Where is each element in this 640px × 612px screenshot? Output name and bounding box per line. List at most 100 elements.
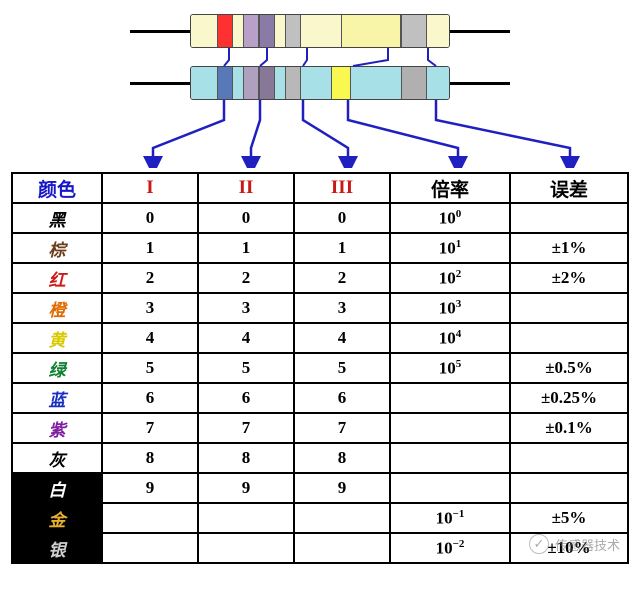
resistor-band [301,67,331,99]
resistor-band [243,15,259,47]
tolerance-cell [510,203,628,233]
resistor-band [341,15,401,47]
multiplier-cell: 10−1 [390,503,510,533]
digit-cell: 6 [102,383,198,413]
digit-cell [198,533,294,563]
color-code-table: 颜色 I II III 倍率 误差 黑000100棕111101±1%红2221… [11,172,629,564]
multiplier-cell: 104 [390,323,510,353]
color-name-cell: 红 [12,263,102,293]
digit-cell: 5 [102,353,198,383]
digit-cell: 2 [198,263,294,293]
resistor-top [130,14,510,48]
digit-cell: 0 [294,203,390,233]
tolerance-cell [510,293,628,323]
table-row: 棕111101±1% [12,233,628,263]
table-row: 银 10−2±10% [12,533,628,563]
tolerance-cell: ±0.1% [510,413,628,443]
resistor-band [401,15,427,47]
resistor-band [427,67,449,99]
digit-cell: 0 [198,203,294,233]
table-row: 白999 [12,473,628,503]
table-row: 橙333103 [12,293,628,323]
digit-cell [198,503,294,533]
digit-cell: 3 [198,293,294,323]
digit-cell: 3 [102,293,198,323]
col-header-digit1: I [102,173,198,203]
wire-right [450,30,510,33]
digit-cell: 6 [198,383,294,413]
multiplier-cell: 102 [390,263,510,293]
tolerance-cell [510,443,628,473]
digit-cell: 8 [198,443,294,473]
digit-cell [294,503,390,533]
color-name-cell: 蓝 [12,383,102,413]
resistor-band [217,15,233,47]
color-name-cell: 金 [12,503,102,533]
digit-cell: 8 [102,443,198,473]
tolerance-cell: ±1% [510,233,628,263]
col-header-digit3: III [294,173,390,203]
digit-cell: 4 [102,323,198,353]
multiplier-cell [390,443,510,473]
color-name-cell: 灰 [12,443,102,473]
resistor-band [259,67,275,99]
table-body: 黑000100棕111101±1%红222102±2%橙333103黄44410… [12,203,628,563]
tolerance-cell: ±0.5% [510,353,628,383]
table-row: 灰888 [12,443,628,473]
digit-cell: 5 [198,353,294,383]
multiplier-cell: 10−2 [390,533,510,563]
digit-cell: 5 [294,353,390,383]
table-row: 蓝666±0.25% [12,383,628,413]
color-name-cell: 橙 [12,293,102,323]
resistor-band [243,67,259,99]
resistor-band [301,15,341,47]
tolerance-cell: ±10% [510,533,628,563]
digit-cell: 4 [198,323,294,353]
resistor-band [233,15,243,47]
digit-cell: 6 [294,383,390,413]
digit-cell: 7 [294,413,390,443]
digit-cell: 9 [102,473,198,503]
color-name-cell: 白 [12,473,102,503]
multiplier-cell [390,383,510,413]
resistor-band [191,67,217,99]
resistor-band [275,67,285,99]
resistor-band [401,67,427,99]
digit-cell: 1 [102,233,198,263]
wire-left [130,82,190,85]
table-row: 绿555105±0.5% [12,353,628,383]
multiplier-cell: 103 [390,293,510,323]
color-name-cell: 绿 [12,353,102,383]
digit-cell: 7 [102,413,198,443]
color-name-cell: 黄 [12,323,102,353]
digit-cell: 0 [102,203,198,233]
digit-cell [102,503,198,533]
digit-cell: 9 [198,473,294,503]
tolerance-cell [510,473,628,503]
table-row: 金10−1±5% [12,503,628,533]
table-row: 黑000100 [12,203,628,233]
color-name-cell: 棕 [12,233,102,263]
multiplier-cell: 101 [390,233,510,263]
digit-cell: 2 [102,263,198,293]
table-row: 紫777±0.1% [12,413,628,443]
tolerance-cell: ±2% [510,263,628,293]
table-row: 红222102±2% [12,263,628,293]
resistor-band [217,67,233,99]
resistor-band [427,15,449,47]
root: 颜色 I II III 倍率 误差 黑000100棕111101±1%红2221… [8,8,632,564]
resistor-band [331,67,351,99]
resistor-band [259,15,275,47]
resistor-band [351,67,401,99]
digit-cell: 2 [294,263,390,293]
resistor-band [275,15,285,47]
digit-cell: 7 [198,413,294,443]
color-name-cell: 银 [12,533,102,563]
digit-cell [294,533,390,563]
resistor-bottom [130,66,510,100]
table-row: 黄444104 [12,323,628,353]
table-header-row: 颜色 I II III 倍率 误差 [12,173,628,203]
digit-cell: 1 [198,233,294,263]
wire-left [130,30,190,33]
tolerance-cell [510,323,628,353]
